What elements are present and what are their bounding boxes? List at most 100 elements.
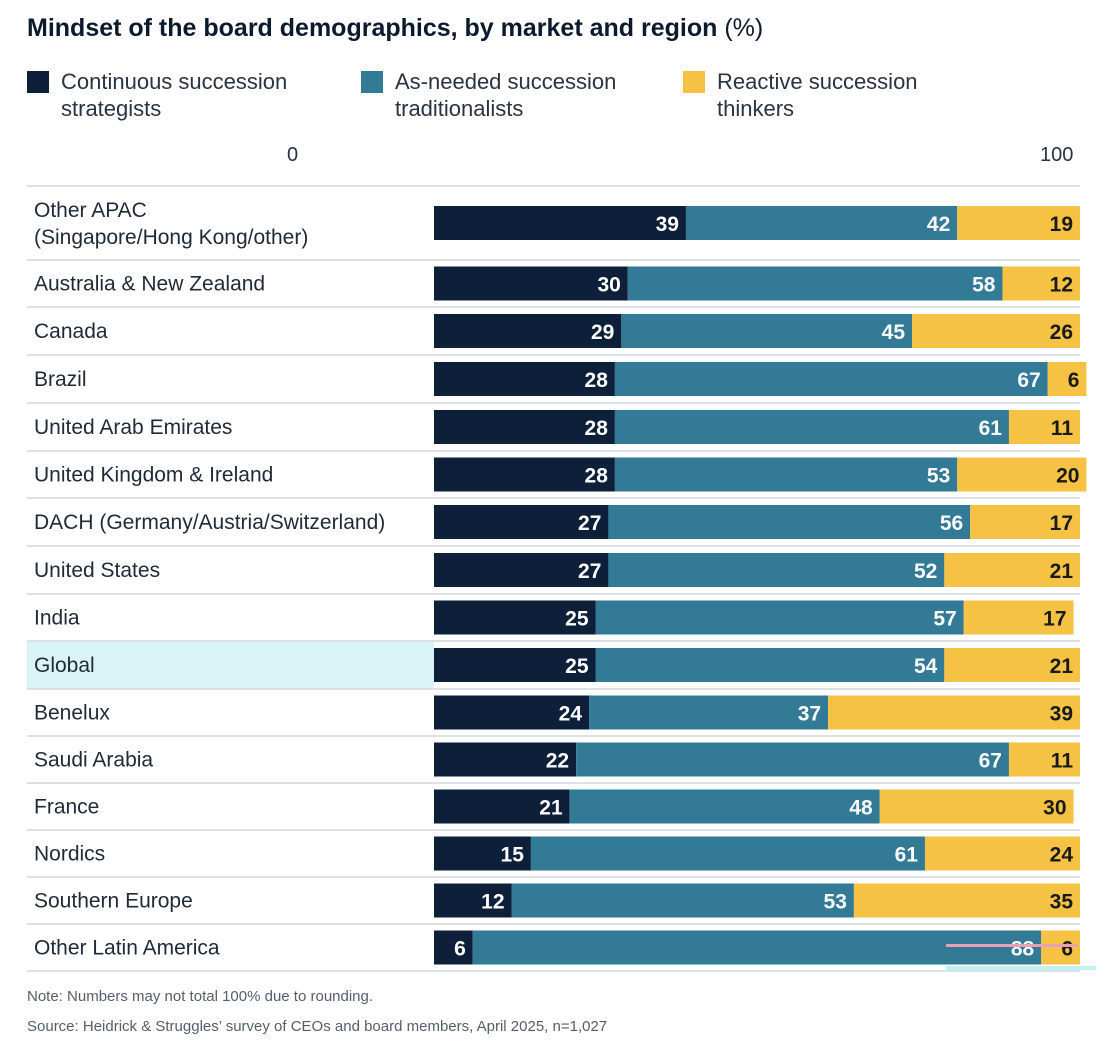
axis-tick-0: 0 xyxy=(287,144,299,166)
value-label-united-kingdom-ireland-continuous-succession: 28 xyxy=(585,465,609,488)
bar-other-latin-america-reactive-succession xyxy=(1041,930,1080,965)
value-label-benelux-reactive-succession: 39 xyxy=(1050,703,1073,726)
legend-label-continuous: Continuous succession strategists xyxy=(61,69,288,121)
bar-other-apac-continuous-succession xyxy=(434,206,686,240)
category-label-other-apac: Other APAC (Singapore/Hong Kong/other) xyxy=(34,199,308,249)
value-label-brazil-continuous-succession: 28 xyxy=(585,369,609,392)
overlay-artifact-strip xyxy=(946,966,1096,970)
value-label-france-continuous-succession: 21 xyxy=(539,797,563,820)
axis-tick-100: 100 xyxy=(1040,144,1074,166)
bar-france-reactive-succession xyxy=(879,789,1074,824)
bar-benelux-continuous-succession xyxy=(434,695,590,730)
category-label-dach-germany-austria-switzerland: DACH (Germany/Austria/Switzerland) xyxy=(34,511,385,534)
bar-saudi-arabia-as-needed-succession xyxy=(576,742,1009,777)
legend-swatch-reactive xyxy=(683,71,705,93)
category-label-canada: Canada xyxy=(34,320,108,343)
value-label-southern-europe-reactive-succession: 35 xyxy=(1050,891,1074,914)
bar-united-kingdom-ireland-as-needed-succession xyxy=(614,457,958,492)
category-label-nordics: Nordics xyxy=(34,843,105,866)
overlay-artifact-line xyxy=(946,944,1078,947)
bar-united-arab-emirates-reactive-succession xyxy=(1008,410,1080,444)
bar-other-apac-as-needed-succession xyxy=(685,206,958,240)
bar-brazil-continuous-succession xyxy=(434,362,615,396)
bar-united-arab-emirates-continuous-succession xyxy=(434,410,615,444)
bar-canada-continuous-succession xyxy=(434,314,622,348)
bar-nordics-as-needed-succession xyxy=(530,836,925,871)
bar-canada-as-needed-succession xyxy=(621,314,913,348)
bar-india-continuous-succession xyxy=(434,600,596,635)
category-label-other-latin-america: Other Latin America xyxy=(34,937,220,960)
bar-united-arab-emirates-as-needed-succession xyxy=(614,410,1009,444)
legend-label-as-needed: As-needed succession traditionalists xyxy=(395,69,617,121)
category-label-united-arab-emirates: United Arab Emirates xyxy=(34,416,232,439)
chart-title: Mindset of the board demographics, by ma… xyxy=(27,14,763,43)
bar-benelux-as-needed-succession xyxy=(589,695,829,730)
value-label-india-continuous-succession: 25 xyxy=(565,608,589,631)
value-label-global-reactive-succession: 21 xyxy=(1050,655,1074,678)
highlight-row-bg xyxy=(27,642,434,688)
bar-dach-germany-austria-switzerland-as-needed-succession xyxy=(608,505,971,539)
value-label-dach-germany-austria-switzerland-as-needed-succession: 56 xyxy=(940,512,963,535)
category-label-southern-europe: Southern Europe xyxy=(34,890,193,913)
value-label-united-states-reactive-succession: 21 xyxy=(1050,560,1074,583)
bar-france-continuous-succession xyxy=(434,789,570,824)
bar-nordics-reactive-succession xyxy=(924,836,1080,871)
bar-brazil-as-needed-succession xyxy=(614,362,1048,396)
value-label-france-as-needed-succession: 48 xyxy=(849,797,873,820)
bar-united-kingdom-ireland-reactive-succession xyxy=(957,457,1087,492)
bar-global-continuous-succession xyxy=(434,648,596,682)
bar-dach-germany-austria-switzerland-continuous-succession xyxy=(434,505,609,539)
chart-title-unit: (%) xyxy=(724,14,764,42)
bar-dach-germany-austria-switzerland-reactive-succession xyxy=(970,505,1080,539)
value-label-india-as-needed-succession: 57 xyxy=(933,608,956,631)
bar-saudi-arabia-continuous-succession xyxy=(434,742,577,777)
value-label-other-apac-continuous-succession: 39 xyxy=(656,213,679,236)
category-label-united-kingdom-ireland: United Kingdom & Ireland xyxy=(34,464,273,487)
value-label-nordics-as-needed-succession: 61 xyxy=(895,844,919,867)
value-label-united-states-as-needed-succession: 52 xyxy=(914,560,937,583)
bar-southern-europe-as-needed-succession xyxy=(511,883,854,918)
value-label-other-apac-as-needed-succession: 42 xyxy=(927,213,950,236)
bar-australia-new-zealand-reactive-succession xyxy=(1002,266,1080,301)
category-label-india: India xyxy=(34,607,80,630)
value-label-canada-as-needed-succession: 45 xyxy=(882,321,906,344)
category-label-united-states: United States xyxy=(34,559,160,582)
bar-canada-reactive-succession xyxy=(912,314,1080,348)
value-label-saudi-arabia-reactive-succession: 11 xyxy=(1051,750,1074,773)
bar-united-states-continuous-succession xyxy=(434,553,609,587)
category-label-brazil: Brazil xyxy=(34,368,87,391)
category-label-global: Global xyxy=(34,654,95,677)
legend-swatch-as-needed xyxy=(361,71,383,93)
chart-title-text: Mindset of the board demographics, by ma… xyxy=(27,14,718,42)
value-label-india-reactive-succession: 17 xyxy=(1043,608,1066,631)
value-label-other-latin-america-continuous-succession: 6 xyxy=(454,938,466,961)
bar-southern-europe-reactive-succession xyxy=(853,883,1080,918)
value-label-canada-continuous-succession: 29 xyxy=(591,321,614,344)
value-label-global-as-needed-succession: 54 xyxy=(914,655,938,678)
value-label-australia-new-zealand-reactive-succession: 12 xyxy=(1050,274,1073,297)
bar-united-kingdom-ireland-continuous-succession xyxy=(434,457,615,492)
chart-note: Note: Numbers may not total 100% due to … xyxy=(27,988,374,1005)
bar-other-latin-america-continuous-succession xyxy=(434,930,473,965)
value-label-other-apac-reactive-succession: 19 xyxy=(1050,213,1073,236)
value-label-brazil-reactive-succession: 6 xyxy=(1068,369,1080,392)
legend-item-continuous: Continuous succession strategists xyxy=(27,68,341,122)
bar-australia-new-zealand-as-needed-succession xyxy=(627,266,1003,301)
value-label-saudi-arabia-continuous-succession: 22 xyxy=(546,750,569,773)
value-label-australia-new-zealand-continuous-succession: 30 xyxy=(597,274,620,297)
value-label-other-latin-america-as-needed-succession: 88 xyxy=(1011,938,1035,961)
value-label-united-kingdom-ireland-reactive-succession: 20 xyxy=(1056,465,1079,488)
value-label-saudi-arabia-as-needed-succession: 67 xyxy=(979,750,1002,773)
chart-source: Source: Heidrick & Struggles’ survey of … xyxy=(27,1018,608,1035)
bar-other-apac-reactive-succession xyxy=(957,206,1080,240)
value-label-dach-germany-austria-switzerland-continuous-succession: 27 xyxy=(578,512,601,535)
bar-southern-europe-continuous-succession xyxy=(434,883,512,918)
bar-saudi-arabia-reactive-succession xyxy=(1008,742,1080,777)
bar-other-latin-america-as-needed-succession xyxy=(472,930,1042,965)
value-label-brazil-as-needed-succession: 67 xyxy=(1017,369,1040,392)
value-label-global-continuous-succession: 25 xyxy=(565,655,589,678)
bar-united-states-reactive-succession xyxy=(944,553,1080,587)
bar-australia-new-zealand-continuous-succession xyxy=(434,266,628,301)
bar-india-as-needed-succession xyxy=(595,600,964,635)
